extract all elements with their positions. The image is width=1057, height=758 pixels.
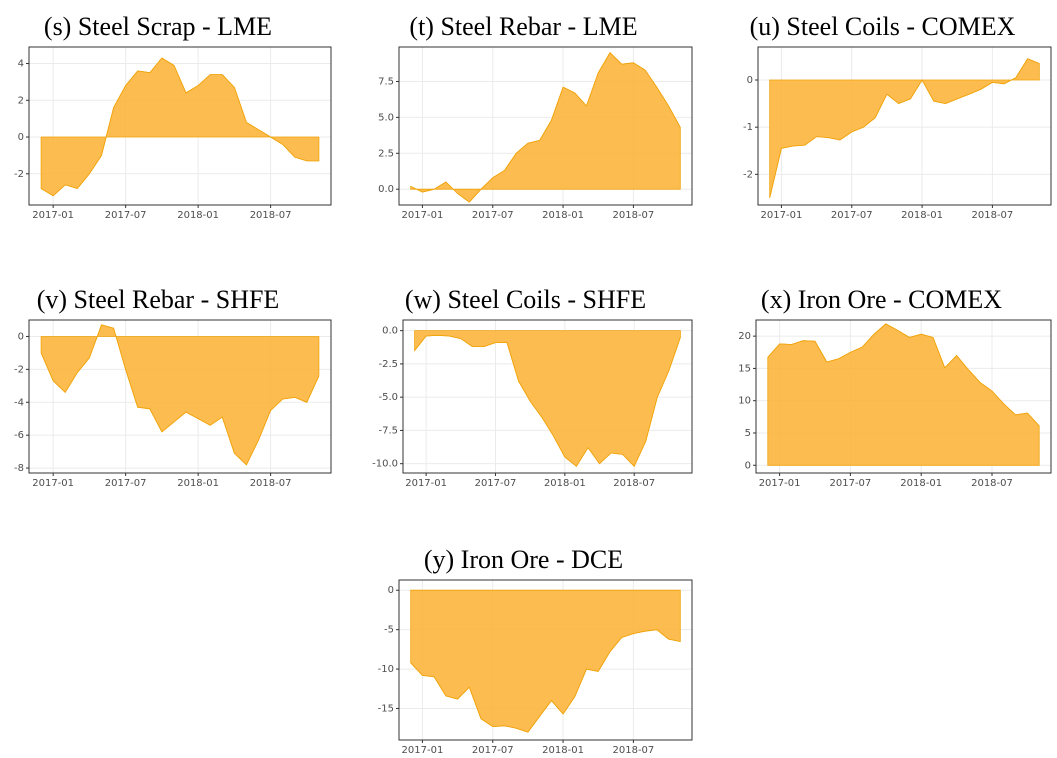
x-tick-label: 2017-01	[402, 210, 444, 221]
x-tick-label: 2018-07	[250, 478, 292, 489]
panel: -10.0 -7.5 -5.0 -2.5 0.0 2017-01 2017-07 2018-0…	[372, 319, 693, 489]
panel-border	[402, 319, 693, 474]
y-tick-label: 0	[745, 460, 751, 471]
x-tick-label: 2017-07	[105, 478, 147, 489]
area-line	[414, 334, 681, 467]
y-tick-label: 0	[388, 585, 394, 596]
x-tick-label: 2018-01	[542, 210, 584, 221]
y-tick-label: -2	[14, 169, 24, 180]
panel: -8 -6 -4 -2 0 2017-01 2017-07 2018-01 2018-07	[14, 319, 332, 489]
area-line	[410, 629, 681, 733]
y-tick-label: 0.0	[378, 184, 394, 195]
y-tick-label: -5	[384, 625, 394, 636]
x-tick-label: 2018-01	[542, 745, 584, 756]
y-tick-label: -10.0	[372, 459, 398, 470]
y-tick-label: 15	[738, 363, 751, 374]
x-tick-label: 2017-07	[472, 745, 514, 756]
panel-border	[398, 579, 693, 741]
x-tick-label: 2018-07	[971, 478, 1013, 489]
y-tick-label: 2	[18, 95, 24, 106]
area-line	[767, 323, 1040, 427]
panel: -2 0 2 4 2017-01 2017-07 2018-01 2018-07	[14, 46, 332, 221]
chart-title: (t) Steel Rebar - LME	[409, 12, 637, 41]
x-tick-label: 2017-01	[402, 745, 444, 756]
chart-title: (w) Steel Coils - SHFE	[405, 285, 646, 314]
area-line	[769, 58, 1040, 198]
y-tick-label: 20	[738, 331, 751, 342]
x-tick-label: 2017-01	[405, 478, 447, 489]
x-tick-label: 2018-01	[177, 210, 219, 221]
x-tick-label: 2017-01	[761, 210, 803, 221]
area-line	[40, 57, 319, 197]
chart-title: (y) Iron Ore - DCE	[424, 545, 623, 574]
y-tick-label: -8	[14, 463, 24, 474]
x-tick-label: 2017-01	[759, 478, 801, 489]
y-tick-label: 7.5	[378, 76, 394, 87]
chart-title: (v) Steel Rebar - SHFE	[37, 285, 280, 314]
panel-border	[757, 46, 1052, 206]
y-tick-label: -2.5	[378, 359, 398, 370]
y-tick-label: -2	[14, 364, 24, 375]
x-tick-label: 2018-07	[613, 210, 655, 221]
panel-border	[28, 319, 332, 474]
y-tick-label: -6	[14, 430, 24, 441]
y-tick-label: 2.5	[378, 148, 394, 159]
x-tick-label: 2018-07	[972, 210, 1014, 221]
chart-title: (s) Steel Scrap - LME	[44, 12, 272, 41]
x-tick-label: 2018-07	[613, 745, 655, 756]
x-tick-label: 2018-07	[250, 210, 292, 221]
x-tick-label: 2018-01	[900, 478, 942, 489]
y-tick-label: 0	[18, 331, 24, 342]
area-line	[410, 52, 681, 203]
x-tick-label: 2017-01	[32, 210, 74, 221]
x-tick-label: 2017-07	[105, 210, 147, 221]
x-tick-label: 2018-01	[544, 478, 586, 489]
y-tick-label: 0	[18, 132, 24, 143]
x-tick-label: 2017-07	[475, 478, 517, 489]
panel: 0.0 2.5 5.0 7.5 2017-01 2017-07 2018-01 2018-07	[378, 46, 693, 221]
panel: 0 5 10 15 20 2017-01 2017-07 2018-01 2018-07	[738, 319, 1052, 489]
y-tick-label: 0.0	[382, 326, 398, 337]
y-tick-label: -2	[743, 169, 753, 180]
y-tick-label: -15	[378, 703, 394, 714]
panel: -15 -10 -5 0 2017-01 2017-07 2018-01 2018-07	[378, 579, 693, 756]
y-tick-label: 5	[745, 428, 751, 439]
y-tick-label: -4	[14, 397, 24, 408]
y-tick-label: -10	[378, 664, 394, 675]
area-line	[40, 324, 320, 466]
x-tick-label: 2017-07	[830, 478, 872, 489]
x-tick-label: 2017-07	[831, 210, 873, 221]
y-tick-label: -7.5	[378, 425, 398, 436]
panel: -2 -1 0 2017-01 2017-07 2018-01 2018-07	[743, 46, 1052, 221]
panel-border	[755, 319, 1052, 474]
y-tick-label: 10	[738, 396, 751, 407]
y-tick-label: 4	[18, 59, 24, 70]
chart-title: (x) Iron Ore - COMEX	[761, 285, 1002, 314]
y-tick-label: -5.0	[378, 392, 398, 403]
y-tick-label: 0	[747, 75, 753, 86]
y-tick-label: -1	[743, 122, 753, 133]
x-tick-label: 2018-07	[613, 478, 655, 489]
y-tick-label: 5.0	[378, 112, 394, 123]
panel-border	[398, 46, 693, 206]
x-tick-label: 2018-01	[177, 478, 219, 489]
panel-border	[28, 46, 332, 206]
x-tick-label: 2018-01	[901, 210, 943, 221]
x-tick-label: 2017-07	[472, 210, 514, 221]
chart-title: (u) Steel Coils - COMEX	[750, 12, 1016, 41]
x-tick-label: 2017-01	[32, 478, 74, 489]
